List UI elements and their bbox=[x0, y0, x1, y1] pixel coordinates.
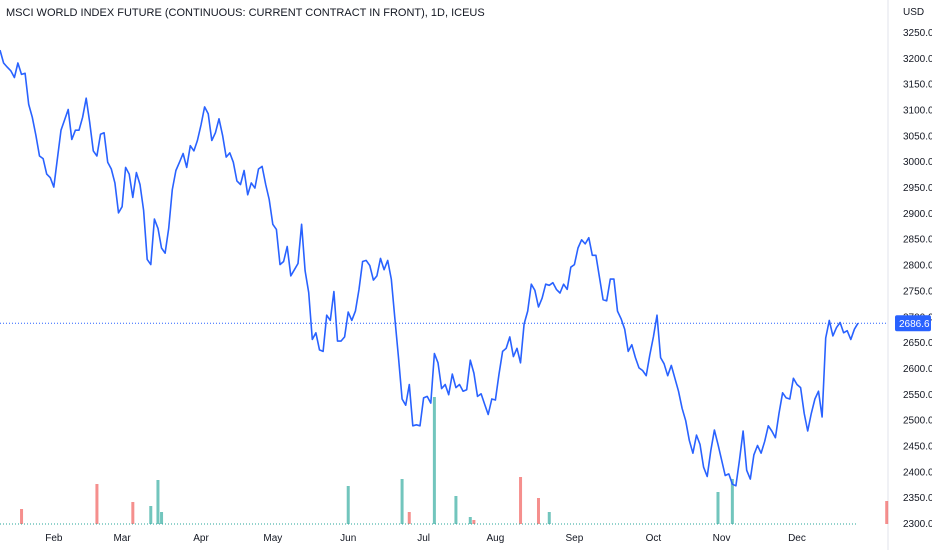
volume-bar bbox=[885, 501, 889, 524]
volume-bar bbox=[20, 509, 24, 524]
y-tick-label: 2750.0 bbox=[903, 286, 932, 297]
y-tick-label: 2900.0 bbox=[903, 209, 932, 220]
x-tick-label: Apr bbox=[193, 533, 209, 544]
y-tick-label: 3050.0 bbox=[903, 131, 932, 142]
y-tick-label: 2400.0 bbox=[903, 467, 932, 478]
x-tick-label: Feb bbox=[45, 533, 63, 544]
volume-bar bbox=[472, 520, 476, 524]
y-tick-label: 3200.0 bbox=[903, 54, 932, 65]
x-tick-label: Sep bbox=[565, 533, 583, 544]
volume-histogram bbox=[20, 397, 889, 524]
volume-bar bbox=[131, 502, 135, 524]
x-tick-label: Dec bbox=[788, 533, 806, 544]
y-tick-label: 2800.0 bbox=[903, 261, 932, 272]
y-tick-label: 2300.0 bbox=[903, 519, 932, 530]
last-price-value: 2686.6 bbox=[899, 319, 930, 330]
volume-bar bbox=[536, 498, 540, 524]
y-tick-label: 3250.0 bbox=[903, 28, 932, 39]
y-tick-label: 2450.0 bbox=[903, 441, 932, 452]
volume-bar bbox=[716, 492, 720, 524]
x-tick-label: Oct bbox=[646, 533, 662, 544]
y-tick-label: 2850.0 bbox=[903, 235, 932, 246]
price-series-line[interactable] bbox=[0, 49, 859, 487]
y-tick-label: 2350.0 bbox=[903, 493, 932, 504]
volume-bar bbox=[160, 512, 164, 524]
last-price-badge: 2686.6 bbox=[895, 315, 931, 332]
y-tick-label: 3000.0 bbox=[903, 157, 932, 168]
volume-bar bbox=[346, 486, 350, 524]
volume-bar bbox=[156, 480, 160, 524]
volume-bar bbox=[400, 479, 404, 524]
chart-title: MSCI WORLD INDEX FUTURE (CONTINUOUS: CUR… bbox=[6, 7, 485, 19]
x-tick-label: Nov bbox=[713, 533, 731, 544]
volume-bar bbox=[519, 477, 523, 524]
volume-bar bbox=[468, 517, 472, 524]
x-tick-label: Aug bbox=[487, 533, 505, 544]
y-tick-label: 2550.0 bbox=[903, 390, 932, 401]
y-tick-label: 3100.0 bbox=[903, 106, 932, 117]
x-tick-label: Jul bbox=[417, 533, 430, 544]
x-axis[interactable]: Feb Mar Apr May Jun Jul Aug Sep Oct Nov Dec bbox=[45, 533, 806, 544]
volume-bar bbox=[432, 397, 436, 524]
currency-label: USD bbox=[903, 7, 924, 18]
volume-bar bbox=[95, 484, 99, 524]
y-tick-label: 2600.0 bbox=[903, 364, 932, 375]
x-tick-label: Jun bbox=[340, 533, 356, 544]
y-tick-label: 3150.0 bbox=[903, 80, 932, 91]
volume-bar bbox=[730, 479, 734, 524]
volume-bar bbox=[407, 512, 411, 524]
volume-bar bbox=[547, 512, 551, 524]
y-tick-label: 2950.0 bbox=[903, 183, 932, 194]
x-tick-label: May bbox=[263, 533, 282, 544]
last-price-badge-bg bbox=[895, 315, 931, 332]
y-tick-label: 2500.0 bbox=[903, 416, 932, 427]
x-tick-label: Mar bbox=[113, 533, 131, 544]
volume-bar bbox=[454, 496, 458, 524]
volume-bar bbox=[149, 506, 153, 524]
y-axis[interactable]: 3250.0 3200.0 3150.0 3100.0 3050.0 3000.0 2950… bbox=[903, 28, 932, 530]
y-tick-label: 2650.0 bbox=[903, 338, 932, 349]
